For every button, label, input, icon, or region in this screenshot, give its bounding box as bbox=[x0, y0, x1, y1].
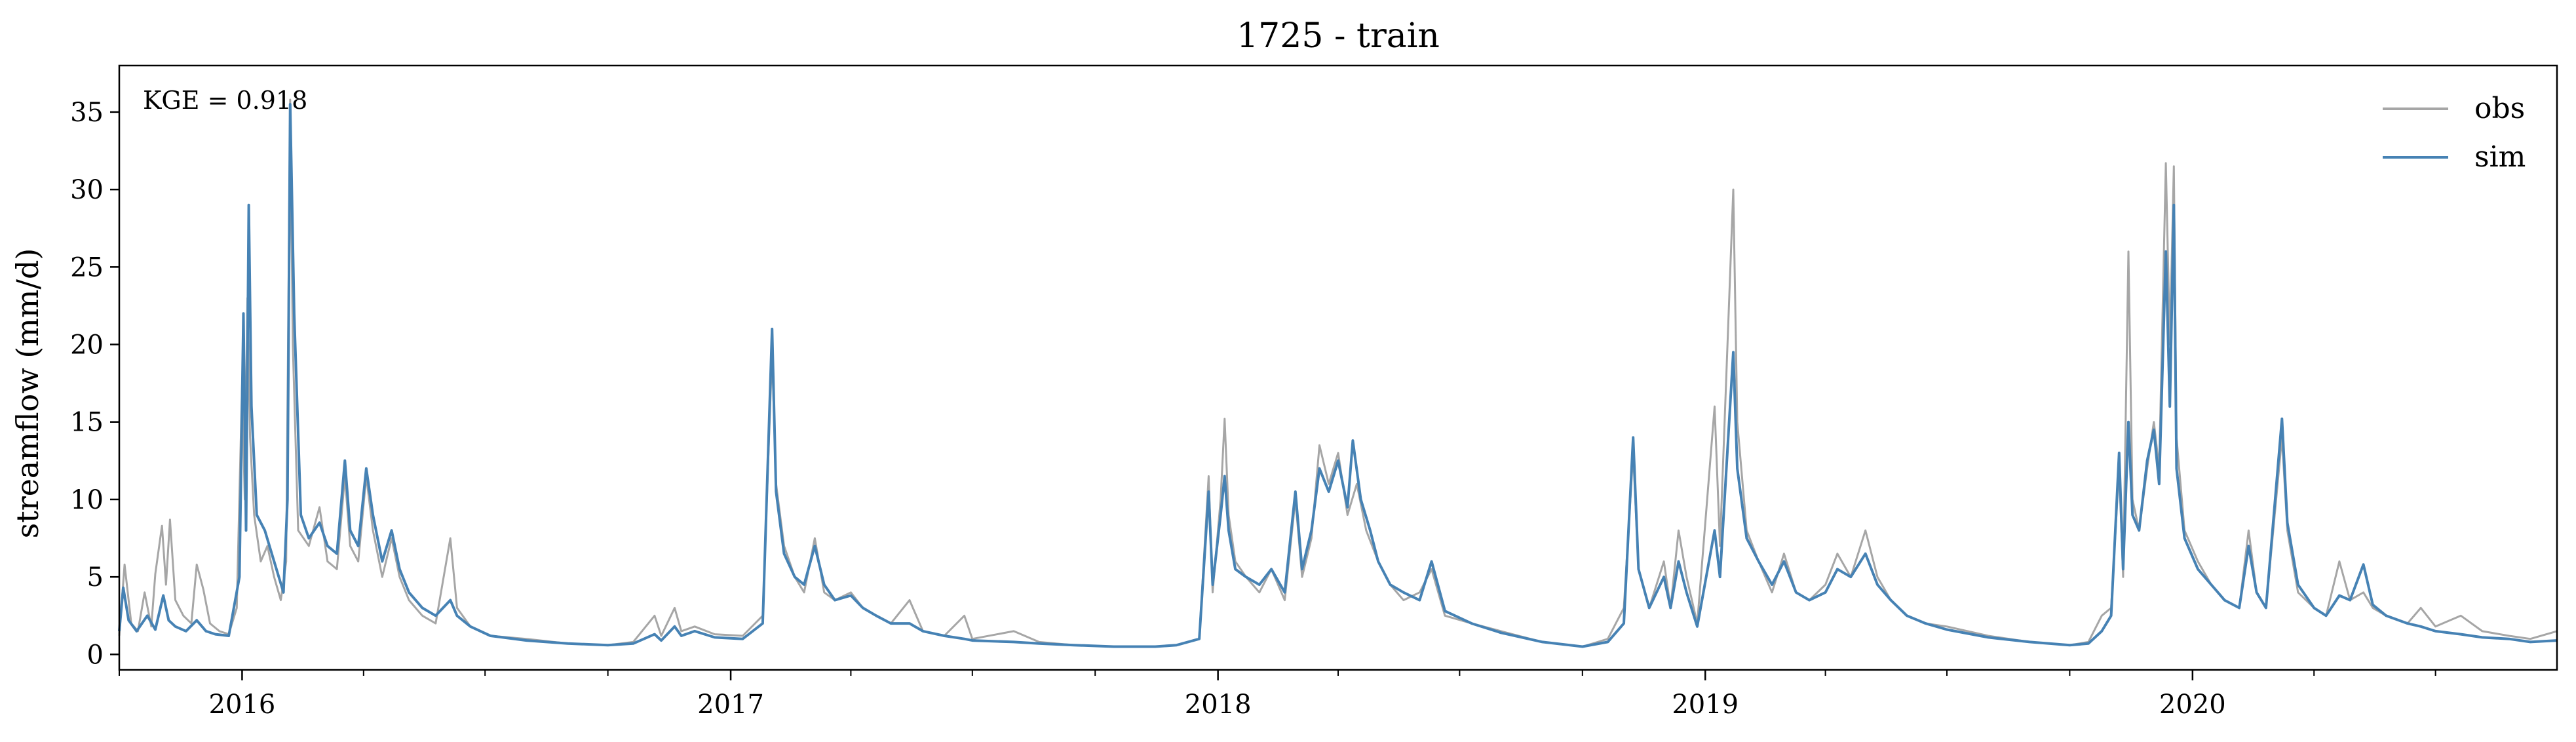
legend: obs sim bbox=[2383, 92, 2526, 174]
plot-lines bbox=[118, 98, 2558, 648]
y-axis-label: streamflow (mm/d) bbox=[10, 248, 45, 539]
plot-frame bbox=[118, 64, 2558, 671]
x-axis: 2016 2017 2018 2019 2020 bbox=[119, 670, 2436, 720]
y-axis: 0 5 10 15 20 25 30 35 bbox=[70, 98, 119, 670]
y-tick-label: 25 bbox=[70, 252, 104, 283]
x-tick-label: 2019 bbox=[1672, 690, 1739, 720]
y-tick-label: 20 bbox=[70, 330, 104, 361]
legend-sim-label: sim bbox=[2474, 140, 2526, 174]
kge-annotation: KGE = 0.918 bbox=[143, 86, 307, 115]
series-line-obs bbox=[118, 98, 2558, 648]
series-line-sim bbox=[118, 103, 2558, 648]
legend-obs-label: obs bbox=[2474, 92, 2525, 125]
x-tick-label: 2020 bbox=[2159, 690, 2226, 720]
chart-title: 1725 - train bbox=[1237, 16, 1440, 56]
x-tick-label: 2018 bbox=[1185, 690, 1252, 720]
y-tick-label: 35 bbox=[70, 98, 104, 128]
y-tick-label: 0 bbox=[87, 640, 104, 670]
y-tick-label: 10 bbox=[70, 485, 104, 515]
x-tick-label: 2017 bbox=[697, 690, 764, 720]
y-tick-label: 5 bbox=[87, 562, 104, 593]
y-tick-label: 15 bbox=[70, 408, 104, 438]
y-tick-label: 30 bbox=[70, 175, 104, 205]
x-tick-label: 2016 bbox=[209, 690, 276, 720]
